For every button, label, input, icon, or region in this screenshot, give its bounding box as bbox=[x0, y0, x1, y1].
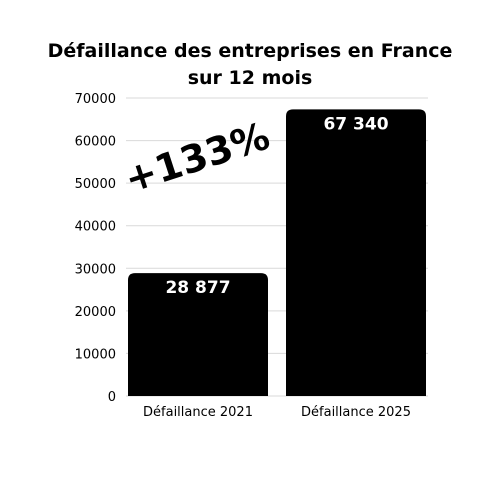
growth-annotation: +133% bbox=[119, 114, 275, 202]
chart-title-line-2: sur 12 mois bbox=[187, 67, 313, 89]
y-tick-label: 60000 bbox=[75, 135, 116, 150]
y-tick-label: 20000 bbox=[75, 305, 116, 320]
y-tick-label: 50000 bbox=[75, 177, 116, 192]
bar-value-label: 28 877 bbox=[165, 278, 230, 298]
y-tick-label: 0 bbox=[108, 390, 116, 405]
x-category-label: Défaillance 2021 bbox=[143, 405, 253, 420]
bar bbox=[286, 109, 426, 396]
bar bbox=[128, 273, 268, 396]
x-category-label: Défaillance 2025 bbox=[301, 405, 411, 420]
chart-title-line-1: Défaillance des entreprises en France bbox=[47, 40, 453, 62]
x-axis: Défaillance 2021 Défaillance 2025 bbox=[143, 405, 411, 420]
y-tick-label: 30000 bbox=[75, 262, 116, 277]
y-tick-label: 40000 bbox=[75, 220, 116, 235]
chart-title: Défaillance des entreprises en France su… bbox=[0, 38, 500, 92]
y-tick-label: 70000 bbox=[75, 92, 116, 107]
y-axis: 0 10000 20000 30000 40000 50000 60000 70000 bbox=[75, 92, 116, 405]
bar-value-label: 67 340 bbox=[323, 114, 388, 134]
bars: 28 877 67 340 bbox=[128, 109, 426, 396]
y-tick-label: 10000 bbox=[75, 347, 116, 362]
